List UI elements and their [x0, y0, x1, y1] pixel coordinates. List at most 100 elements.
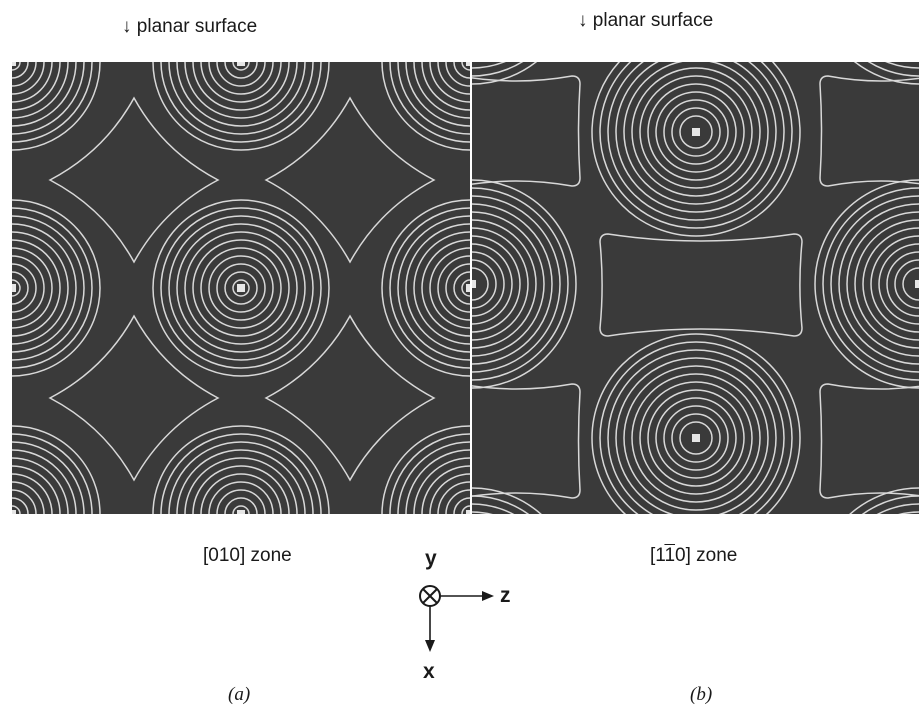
contour-ring [176, 223, 306, 353]
panel-a-contour-svg [12, 62, 470, 514]
contour-ring [12, 223, 77, 353]
contour-ring [224, 497, 258, 514]
panel-b-caption: (b) [690, 684, 713, 705]
contour-ring [176, 449, 306, 514]
atom-center-marker [466, 284, 470, 292]
axis-z-label: z [500, 584, 511, 607]
contour-ring [902, 267, 919, 301]
contour-ring [623, 62, 769, 205]
contour-ring [472, 227, 529, 341]
contour-ring [184, 62, 298, 119]
contour-ring [631, 373, 761, 503]
contour-ring [437, 255, 470, 321]
contour-ring [822, 187, 919, 381]
contour-ring [453, 271, 470, 305]
contour-ring [591, 333, 801, 514]
contour-ring [12, 62, 101, 151]
contour-ring [208, 62, 274, 95]
contour-ring [647, 83, 745, 181]
panel-a-contour-plot [12, 62, 470, 514]
contour-ring [152, 199, 330, 377]
contour-ring [216, 263, 266, 313]
contour-ring [12, 199, 101, 377]
zone-label-overbar-digit: 1 [664, 545, 676, 566]
contour-ring [232, 62, 250, 71]
contour-ring [472, 235, 521, 333]
diamond-contour [48, 314, 220, 482]
atom-center-marker [237, 62, 245, 66]
contour-ring [838, 203, 919, 365]
contour-ring [886, 251, 919, 317]
atom-center-marker [915, 280, 919, 288]
atom-column-contours [12, 62, 101, 151]
contour-ring [216, 489, 266, 514]
contour-ring [12, 247, 53, 329]
contour-ring [599, 62, 793, 229]
contour-ring [405, 62, 470, 127]
contour-ring [472, 267, 489, 301]
zone-label-suffix: 0] zone [675, 545, 738, 566]
contour-ring [599, 341, 793, 514]
panel-b-zone-label: [110] zone [650, 545, 737, 567]
contour-ring [679, 421, 713, 455]
contour-ring [397, 215, 470, 361]
diamond-contour [264, 314, 436, 482]
panel-a-zone-label: [010] zone [203, 545, 292, 566]
diamond-contour [264, 96, 436, 264]
contour-ring [647, 389, 745, 487]
contour-ring [168, 215, 314, 361]
contour-ring [655, 397, 737, 479]
contour-ring [655, 91, 737, 173]
contour-ring [421, 239, 470, 337]
contour-ring [12, 425, 101, 514]
panel-a-caption: (a) [228, 684, 251, 705]
atom-center-marker [12, 284, 16, 292]
panel-b-contour-svg [472, 62, 919, 514]
contour-ring [12, 215, 85, 361]
gap-region-contour [472, 383, 581, 499]
contour-ring [12, 207, 93, 369]
contour-ring [472, 211, 545, 357]
contour-ring [421, 465, 470, 514]
contour-ring [830, 195, 919, 373]
atom-center-marker [12, 510, 16, 514]
contour-ring [472, 195, 561, 373]
contour-ring [429, 247, 470, 329]
contour-ring [472, 179, 577, 389]
contour-ring [472, 203, 553, 365]
contour-ring [232, 505, 250, 514]
contour-ring [663, 99, 729, 165]
contour-ring [870, 235, 919, 333]
atom-column-contours [12, 199, 101, 377]
contour-ring [607, 62, 785, 221]
contour-ring [184, 231, 298, 345]
contour-ring [200, 247, 282, 329]
contour-ring [814, 179, 919, 389]
contour-ring [12, 449, 77, 514]
gap-region-contour [819, 383, 919, 499]
gap-region-contour [472, 75, 581, 187]
atom-column-contours [814, 179, 919, 389]
contour-ring [472, 219, 537, 349]
zone-label-prefix: [1 [650, 545, 665, 566]
contour-ring [12, 62, 61, 111]
contour-ring [160, 433, 322, 514]
contour-ring [12, 62, 77, 127]
contour-ring [12, 271, 29, 305]
contour-ring [623, 365, 769, 511]
contour-ring [389, 207, 470, 369]
contour-ring [639, 75, 753, 189]
contour-ring [472, 243, 513, 325]
panel-b-surface-label: ↓ planar surface [578, 10, 714, 31]
contour-ring [679, 115, 713, 149]
contour-ring [168, 62, 314, 135]
contour-ring [168, 441, 314, 514]
contour-ring [671, 413, 721, 463]
contour-ring [849, 487, 919, 514]
contour-ring [867, 62, 919, 77]
contour-ring [671, 107, 721, 157]
contour-ring [192, 62, 290, 111]
contour-ring [639, 381, 753, 495]
contour-ring [176, 62, 306, 127]
atom-column-contours [849, 487, 919, 514]
